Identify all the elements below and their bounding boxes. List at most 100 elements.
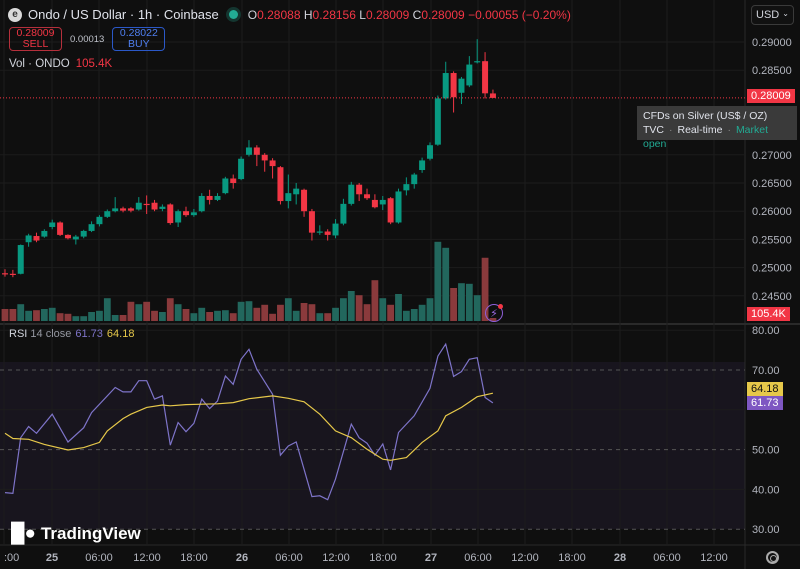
volume-bar [300, 303, 308, 321]
time-tick-label: 18:00 [180, 552, 208, 564]
rsi-line [4, 342, 494, 501]
volume-bar [159, 312, 166, 321]
candle-body [9, 273, 16, 276]
volume-bar [245, 301, 253, 321]
open-label: O [247, 7, 258, 22]
candle-body [411, 174, 418, 185]
time-tick-label: 26 [236, 552, 248, 564]
volume-bar [261, 304, 269, 321]
candle-body [151, 202, 158, 210]
candle-body [143, 203, 150, 206]
volume-bar [174, 304, 182, 321]
volume-bar [458, 283, 465, 321]
volume-bar [190, 313, 198, 321]
rsi-tick-label: 80.00 [752, 325, 780, 337]
candle-body [230, 178, 237, 183]
volume-bar [206, 312, 214, 321]
volume-bar [332, 307, 339, 321]
candle-body [104, 211, 111, 217]
symbol-title[interactable]: Ondo / US Dollar · 1h · Coinbase [28, 7, 219, 22]
volume-bar [426, 298, 434, 321]
currency-select[interactable]: USD ⌄ [751, 5, 794, 25]
lightning-icon[interactable]: ⚡︎ [485, 304, 503, 322]
candle-body [135, 202, 142, 210]
rsi-params: 14 close [30, 328, 72, 340]
volume-bar [111, 315, 119, 321]
candle-body [371, 199, 378, 208]
settings-icon[interactable] [766, 551, 779, 564]
volume-bar [33, 310, 40, 321]
volume-bar [269, 313, 276, 321]
rsi-tick-label: 70.00 [752, 365, 780, 377]
candle-body [175, 211, 182, 223]
candle-body [96, 216, 103, 225]
volume-bar [96, 310, 103, 321]
volume-bar [284, 298, 292, 321]
tooltip-source: TVC [643, 124, 664, 136]
time-tick-label: 12:00 [133, 552, 161, 564]
candle-body [25, 235, 32, 243]
open-value: 0.28088 [257, 7, 301, 22]
volume-bar [379, 298, 387, 321]
rsi-tick-label: 50.00 [752, 445, 780, 457]
volume-bar [237, 301, 245, 321]
volume-bar [48, 307, 56, 321]
volume-bar [88, 312, 95, 321]
volume-bar [40, 309, 48, 321]
volume-bar [410, 309, 418, 321]
candle-body [64, 234, 71, 239]
candle-body [277, 167, 284, 202]
ondo-logo-icon: e [8, 7, 22, 22]
volume-bar [395, 294, 402, 321]
close-label: C [412, 7, 422, 22]
candle-body [198, 195, 205, 212]
candle-body [403, 184, 410, 191]
candle-body [206, 195, 213, 200]
volume-bar [292, 310, 300, 321]
rsi-ma-value: 64.18 [106, 328, 135, 340]
candle-body [72, 236, 79, 240]
time-tick-label: 06:00 [85, 552, 113, 564]
volume-legend[interactable]: Vol · ONDO 105.4K [9, 58, 112, 70]
candle-body [57, 222, 64, 235]
candle-body [379, 199, 386, 205]
candle-body [450, 73, 457, 98]
time-tick-label: 06:00 [275, 552, 303, 564]
volume-bar [442, 247, 450, 321]
time-tick-label: 27 [425, 552, 437, 564]
tooltip-separator: · [727, 124, 731, 136]
low-label: L [359, 7, 366, 22]
volume-bar [229, 313, 237, 321]
rsi-tick-label: 30.00 [752, 524, 780, 536]
candle-body [324, 231, 331, 235]
rsi-legend[interactable]: RSI 14 close 61.73 64.18 [9, 328, 134, 340]
volume-bar [316, 313, 324, 321]
volume-bar [56, 313, 64, 321]
candle-body [434, 98, 441, 145]
brand-name: TradingView [40, 524, 141, 543]
candle-body [159, 206, 166, 209]
volume-bar [214, 310, 221, 321]
candle-body [253, 147, 260, 155]
time-tick-label: 12:00 [700, 552, 728, 564]
rsi-name: RSI [9, 328, 28, 340]
candle-body [80, 230, 87, 237]
tradingview-logo[interactable]: █● TradingView [11, 523, 141, 545]
buy-button[interactable]: 0.28022 BUY [112, 27, 166, 51]
volume-bar [25, 310, 33, 321]
volume-bar [221, 310, 229, 321]
candle-body [348, 184, 355, 204]
low-value: 0.28009 [365, 7, 410, 22]
candle-body [285, 193, 292, 202]
volume-bar [127, 301, 135, 321]
volume-bar [64, 313, 72, 321]
volume-value: 105.4K [75, 58, 113, 70]
candle-body [442, 73, 449, 99]
sell-button[interactable]: 0.28009 SELL [9, 27, 62, 51]
volume-badge: 105.4K [747, 307, 790, 321]
time-tick-label: 18:00 [369, 552, 397, 564]
candle-body [395, 191, 402, 223]
time-tick-label: :00 [4, 552, 19, 564]
rsi-tick-label: 40.00 [752, 484, 780, 496]
